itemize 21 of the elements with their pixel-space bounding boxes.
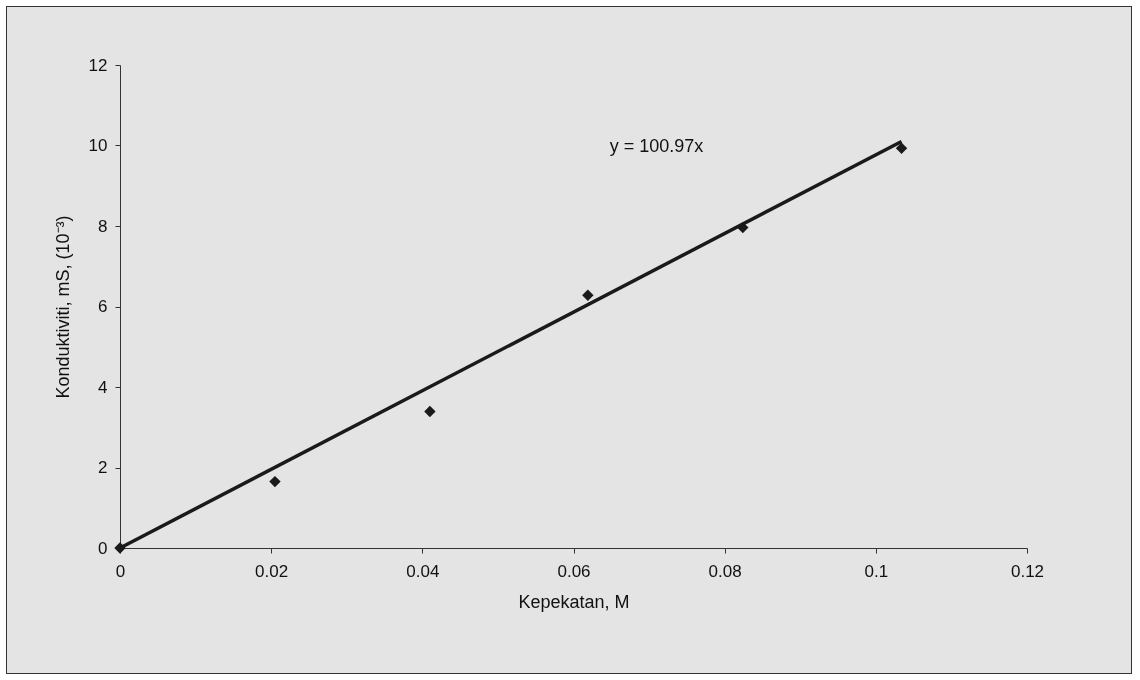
point <box>269 475 281 488</box>
annotation: y = 100.97x <box>609 136 704 157</box>
y-tick-label: 4 <box>98 377 108 397</box>
point <box>895 142 908 155</box>
x-tick-label: 0.04 <box>406 561 440 581</box>
x-tick-label: 0 <box>115 561 126 581</box>
y-tick-label: 2 <box>98 458 108 477</box>
y-tick-label: 10 <box>88 136 108 155</box>
y-axis-title: Konduktiviti, mS, (10⁻³) <box>52 215 73 399</box>
x-tick-label: 0.06 <box>557 561 591 581</box>
x-tick-label: 0.08 <box>708 561 742 581</box>
point <box>582 289 594 301</box>
point <box>424 405 436 418</box>
x-tick-label: 0.12 <box>1010 561 1045 581</box>
y-tick-label: 8 <box>98 216 108 236</box>
x-axis-title: Kepekatan, M <box>518 591 630 612</box>
x-tick-label: 0.1 <box>864 561 889 581</box>
x-tick-label: 0.02 <box>255 561 289 581</box>
y-tick-label: 6 <box>98 297 108 316</box>
y-tick-label: 0 <box>98 538 108 558</box>
y-tick-label: 12 <box>88 55 108 75</box>
